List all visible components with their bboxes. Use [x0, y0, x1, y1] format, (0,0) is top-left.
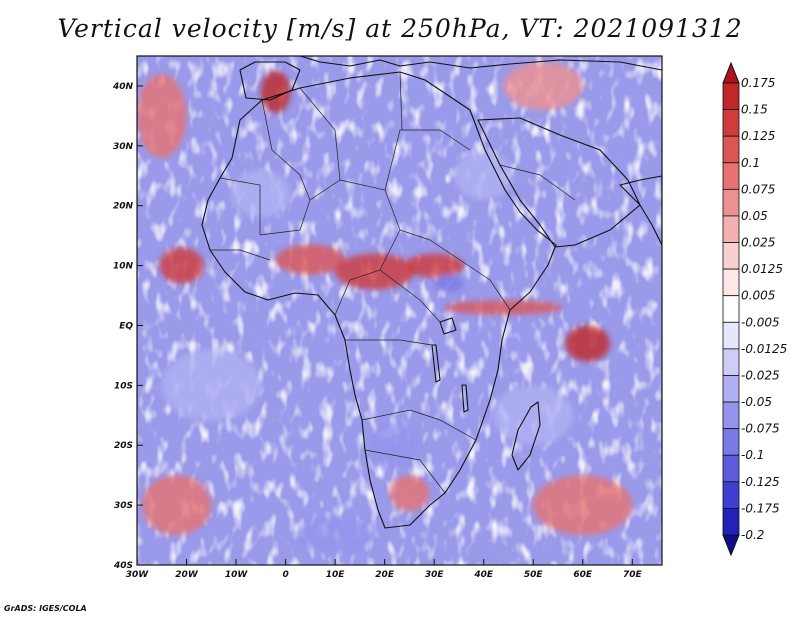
- lat-tick-label: EQ: [119, 321, 133, 331]
- colorbar: [722, 61, 740, 557]
- downdraft-region: [369, 421, 420, 470]
- lon-tick-label: 30E: [425, 570, 445, 580]
- credit-text: GrADS: IGES/COLA: [4, 604, 87, 613]
- colorbar-swatch: [722, 321, 740, 350]
- updraft-region: [260, 70, 291, 113]
- coastline-africa: [201, 71, 557, 529]
- colorbar-swatch: [722, 82, 740, 110]
- colorbar-max-arrow: [722, 61, 740, 84]
- coastline-iberia: [239, 61, 301, 101]
- downdraft-region: [295, 517, 375, 554]
- lon-tick-label: 40E: [473, 570, 494, 580]
- colorbar-swatch: [722, 348, 740, 376]
- lon-tick-label: 10E: [326, 570, 346, 580]
- colorbar-label: -0.005: [741, 315, 780, 329]
- page-title: Vertical velocity [m/s] at 250hPa, VT: 2…: [57, 14, 743, 43]
- downdraft-region: [453, 151, 514, 200]
- colorbar-label: 0.0125: [741, 262, 783, 276]
- lon-tick-label: 20E: [375, 570, 395, 580]
- updraft-region: [389, 475, 430, 512]
- colorbar-label: 0.125: [741, 129, 775, 143]
- lon-tick-label: 10W: [225, 570, 249, 580]
- downdraft-region: [493, 385, 573, 446]
- coastline-india: [619, 175, 662, 246]
- coastline-arabia: [477, 117, 641, 248]
- colorbar-min-arrow: [722, 534, 740, 557]
- lon-tick-label: 60E: [573, 570, 593, 580]
- colorbar-swatch: [722, 481, 740, 509]
- colorbar-swatch: [722, 242, 740, 270]
- lake-victoria: [439, 317, 457, 335]
- colorbar-label: -0.05: [741, 395, 772, 409]
- lon-tick-label: 30W: [126, 570, 150, 580]
- colorbar-swatch: [722, 428, 740, 456]
- colorbar-label: -0.125: [741, 475, 780, 489]
- colorbar-label: -0.0125: [741, 342, 787, 356]
- lat-tick-label: 20N: [113, 202, 134, 212]
- country-borders: [210, 71, 576, 494]
- updraft-region: [137, 73, 187, 158]
- lon-tick-label: 50E: [524, 570, 544, 580]
- updraft-region: [159, 247, 204, 284]
- lake-tanganyika: [431, 344, 441, 383]
- downdraft-region: [231, 169, 291, 218]
- lon-tick-label: 20W: [175, 570, 199, 580]
- colorbar-label: -0.2: [741, 528, 764, 542]
- colorbar-label: -0.1: [741, 448, 764, 462]
- colorbar-label: 0.1: [741, 156, 760, 170]
- lat-tick-label: 20S: [114, 441, 133, 451]
- colorbar-swatch: [722, 295, 740, 323]
- colorbar-swatch: [722, 401, 740, 430]
- lat-tick-label: 30S: [114, 501, 133, 511]
- colorbar-label: -0.025: [741, 368, 780, 382]
- colorbar-label: -0.175: [741, 501, 780, 515]
- downdraft-region: [434, 274, 464, 293]
- colorbar-swatch: [722, 188, 740, 217]
- colorbar-label: 0.075: [741, 182, 775, 196]
- velocity-field: [137, 56, 662, 565]
- colorbar-swatch: [722, 135, 740, 164]
- updraft-region: [404, 253, 464, 278]
- map-frame: [136, 55, 663, 566]
- colorbar-label: 0.15: [741, 103, 768, 117]
- updraft-region: [565, 325, 610, 362]
- lat-tick-label: 10N: [113, 262, 134, 272]
- updraft-region: [141, 475, 212, 536]
- colorbar-swatch: [722, 375, 740, 403]
- colorbar-label: 0.005: [741, 289, 775, 303]
- colorbar-swatch: [722, 508, 740, 536]
- lat-tick-label: 10S: [114, 381, 133, 391]
- coastline-madagascar: [511, 401, 541, 471]
- lat-tick-label: 40N: [112, 82, 134, 92]
- colorbar-swatch: [722, 215, 740, 243]
- updraft-region: [503, 61, 583, 110]
- coastline-europe: [299, 56, 662, 71]
- colorbar-label: -0.075: [741, 422, 780, 436]
- colorbar-label: 0.025: [741, 236, 775, 250]
- updraft-region: [444, 300, 563, 315]
- colorbar-label: 0.05: [741, 209, 768, 223]
- lat-tick-label: 40S: [113, 561, 133, 571]
- colorbar-label: 0.175: [741, 76, 775, 90]
- colorbar-swatch: [722, 268, 740, 297]
- lon-tick-label: 70E: [623, 570, 643, 580]
- updraft-region: [275, 244, 346, 275]
- lon-tick-label: 0: [282, 570, 288, 580]
- updraft-region: [533, 475, 633, 536]
- colorbar-swatch: [722, 109, 740, 137]
- colorbar-swatch: [722, 454, 740, 483]
- lake-malawi: [461, 384, 469, 413]
- lat-tick-label: 30N: [113, 142, 134, 152]
- colorbar-swatch: [722, 162, 740, 190]
- downdraft-region: [161, 349, 261, 422]
